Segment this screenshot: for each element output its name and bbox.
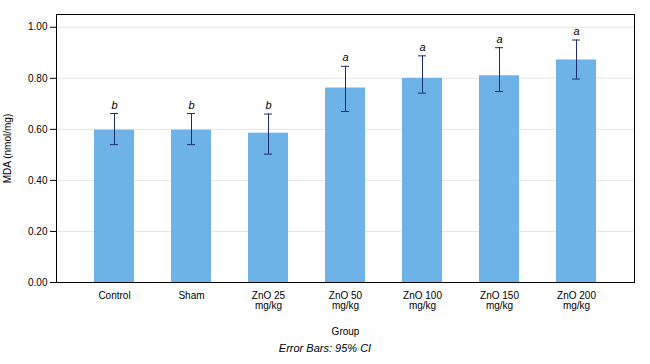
svg-text:1.00: 1.00: [28, 21, 48, 32]
svg-text:0.20: 0.20: [28, 226, 48, 237]
svg-text:0.00: 0.00: [28, 277, 48, 288]
svg-text:Group: Group: [332, 326, 360, 337]
svg-text:ZnO 150mg/kg: ZnO 150mg/kg: [480, 290, 519, 311]
svg-text:a: a: [496, 33, 502, 45]
svg-text:Sham: Sham: [178, 290, 204, 301]
svg-text:0.40: 0.40: [28, 175, 48, 186]
svg-text:a: a: [573, 25, 579, 37]
svg-text:a: a: [419, 41, 425, 53]
svg-text:0.80: 0.80: [28, 73, 48, 84]
html-text:Error Bars: 95% CI: Error Bars: 95% CI: [278, 342, 372, 354]
svg-text:ZnO 25mg/kg: ZnO 25mg/kg: [252, 290, 286, 311]
svg-text:b: b: [111, 99, 117, 111]
svg-text:ZnO 200mg/kg: ZnO 200mg/kg: [557, 290, 596, 311]
svg-text:b: b: [265, 99, 271, 111]
svg-text:ZnO 100mg/kg: ZnO 100mg/kg: [403, 290, 442, 311]
svg-text:Control: Control: [98, 290, 130, 301]
svg-text:a: a: [342, 51, 348, 63]
svg-text:0.60: 0.60: [28, 124, 48, 135]
svg-text:ZnO 50mg/kg: ZnO 50mg/kg: [329, 290, 363, 311]
svg-text:MDA (nmol/mg): MDA (nmol/mg): [2, 114, 13, 183]
svg-text:b: b: [188, 99, 194, 111]
